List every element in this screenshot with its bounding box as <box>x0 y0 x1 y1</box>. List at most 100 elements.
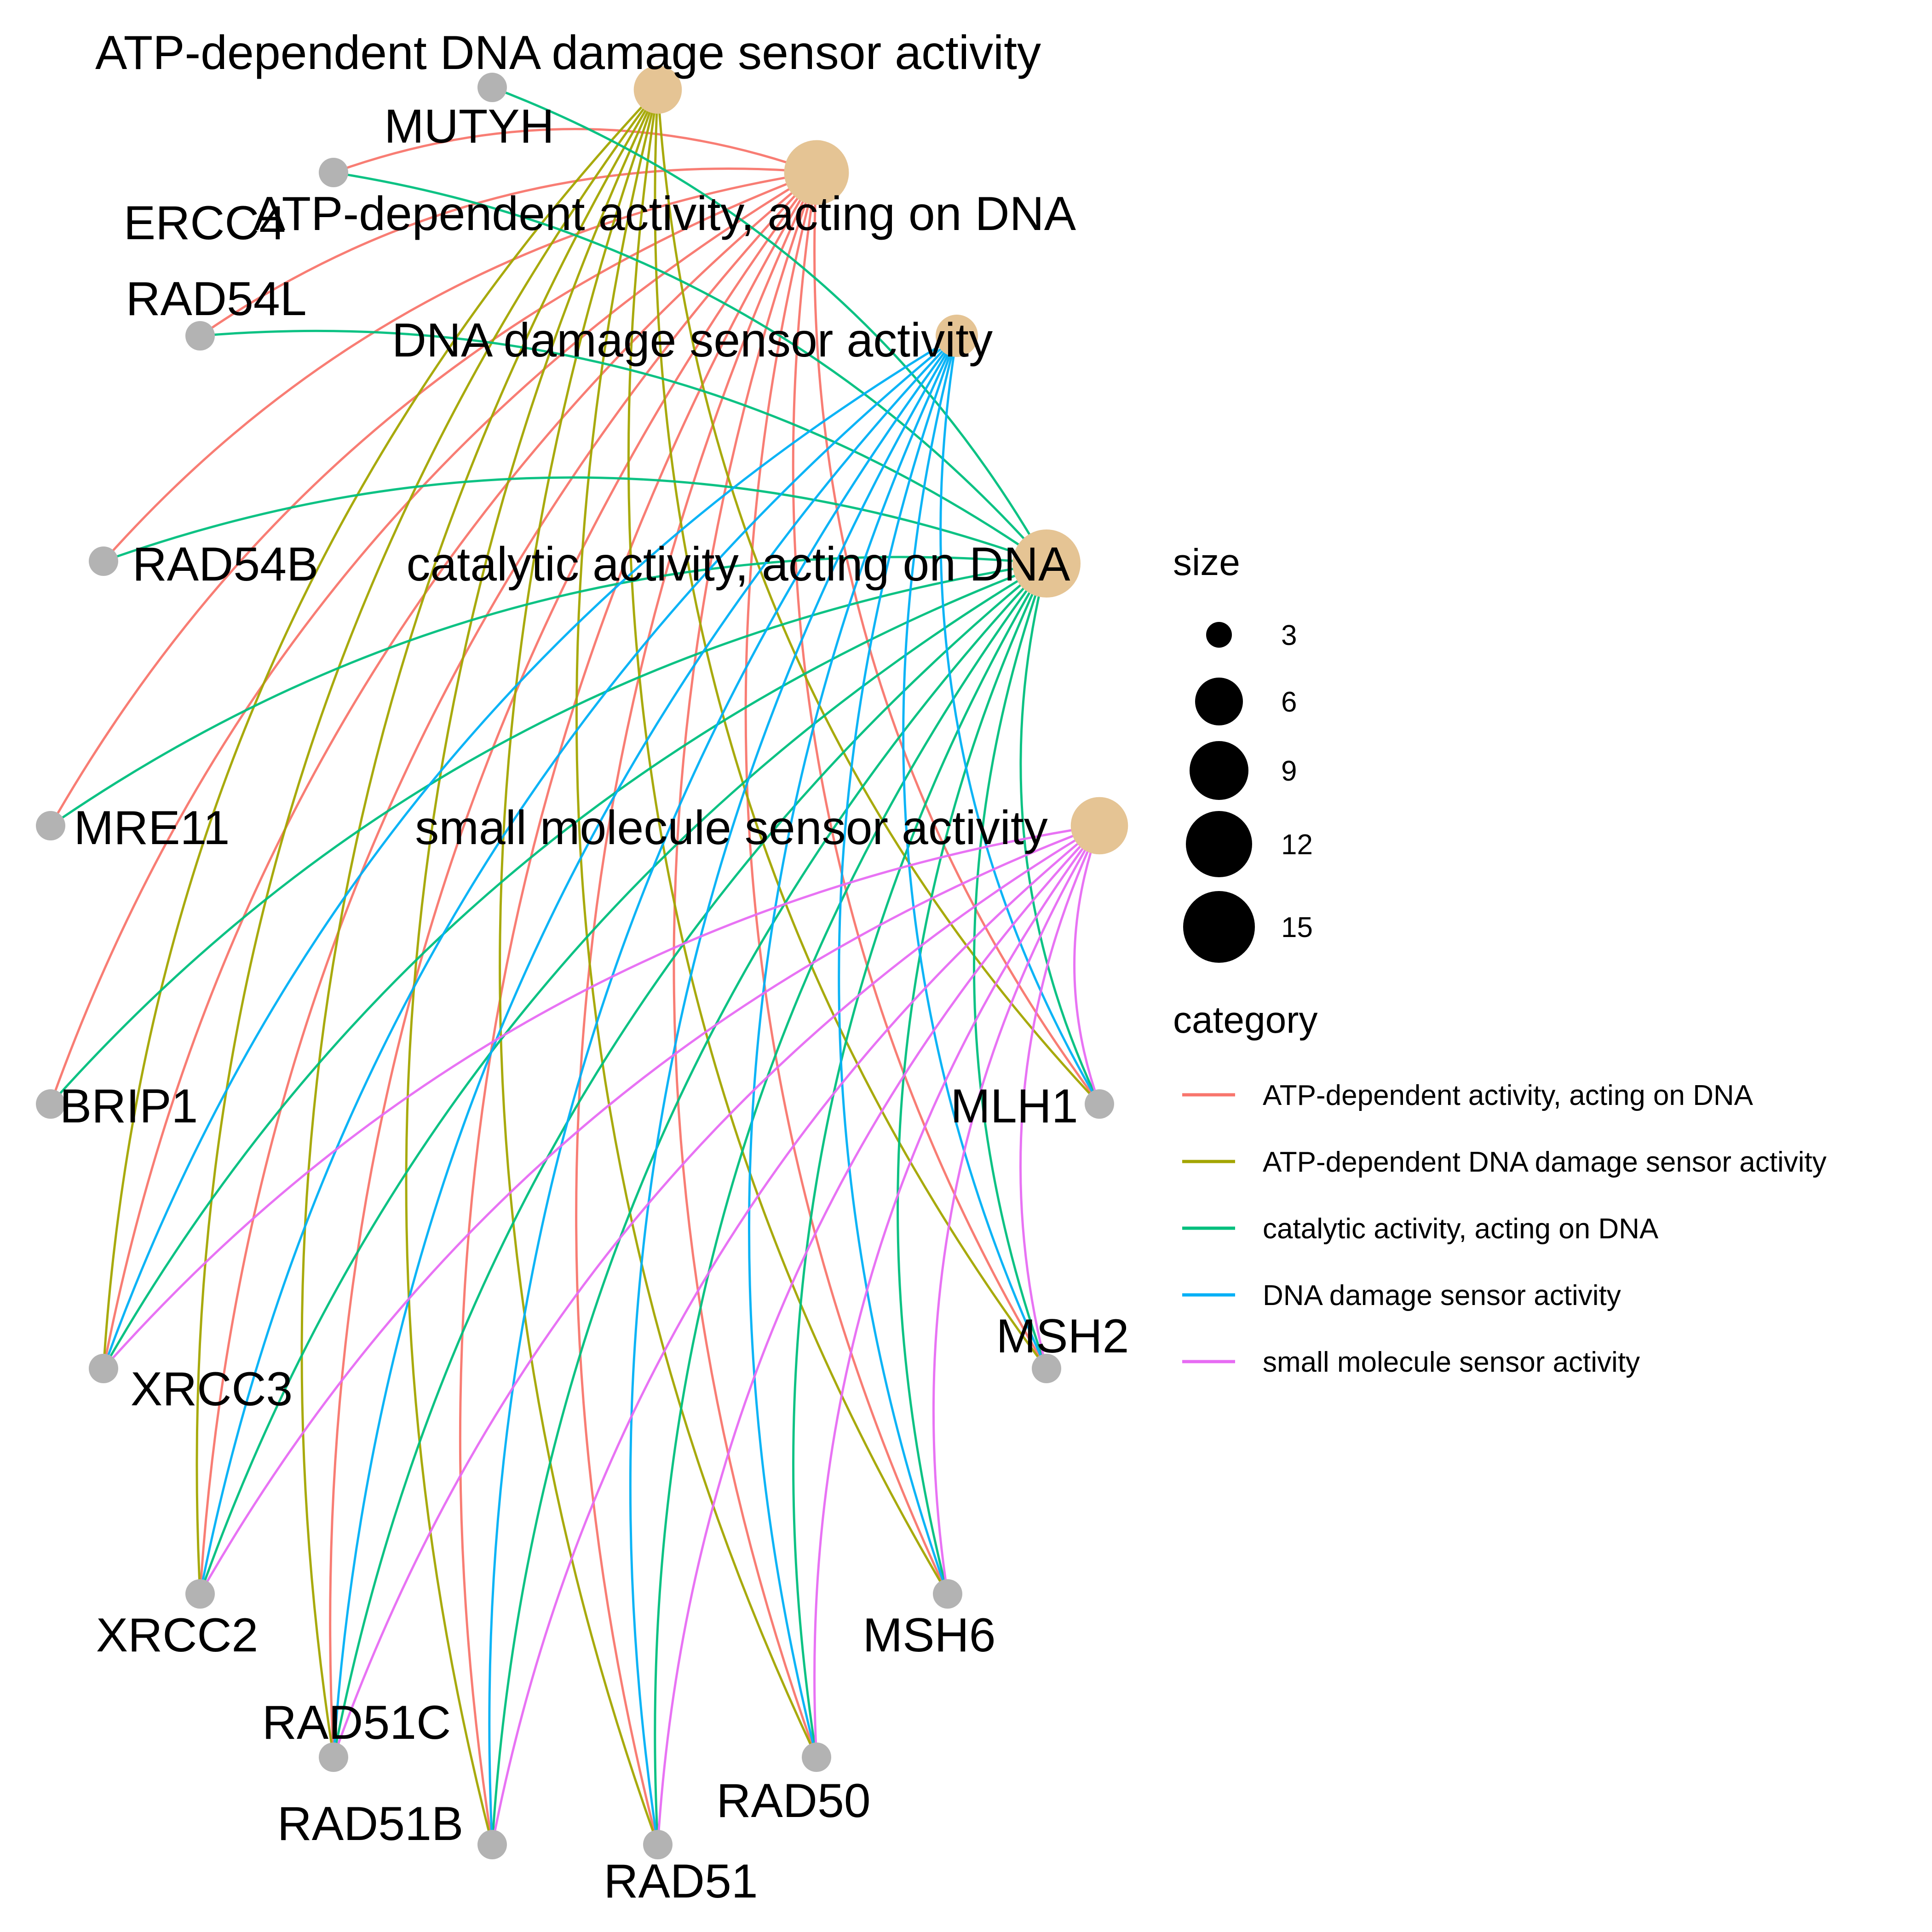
category-legend: ATP-dependent activity, acting on DNA ATP… <box>1182 1080 1827 1378</box>
edge-atp-dependent-activity-acting-on-dna-brip1 <box>49 171 817 1104</box>
gene-node-mre11[interactable] <box>36 811 65 840</box>
gene-node-msh6[interactable] <box>933 1579 962 1609</box>
edge-catalytic-activity-acting-on-dna-rad51b <box>491 563 1047 1845</box>
edge-small-molecule-sensor-activity-rad51c <box>332 824 1100 1758</box>
label-layer: ATP-dependent DNA damage sensor activity… <box>60 26 1129 1908</box>
edge-dna-damage-sensor-activity-xrcc3 <box>102 334 958 1369</box>
edge-atp-dependent-dna-damage-sensor-activity-msh2 <box>654 89 1048 1369</box>
gene-label-xrcc3: XRCC3 <box>131 1363 293 1416</box>
edge-dna-damage-sensor-activity-rad51 <box>629 335 958 1845</box>
gene-node-brip1[interactable] <box>36 1089 65 1119</box>
gene-label-rad51: RAD51 <box>604 1855 758 1908</box>
category-legend-label-atp-dependent-activity-acting-on-dna: ATP-dependent activity, acting on DNA <box>1263 1080 1754 1111</box>
gene-label-rad51b: RAD51B <box>277 1797 464 1851</box>
gene-label-msh6: MSH6 <box>863 1609 996 1662</box>
edge-atp-dependent-activity-acting-on-dna-rad54l <box>199 167 817 337</box>
edge-atp-dependent-activity-acting-on-dna-mre11 <box>49 171 817 827</box>
edge-dna-damage-sensor-activity-mlh1 <box>939 335 1101 1105</box>
size-legend-dot-3 <box>1206 622 1232 648</box>
term-label-small-molecule-sensor-activity: small molecule sensor activity <box>415 801 1048 855</box>
term-label-atp-dependent-activity-acting-on-dna: ATP-dependent activity, acting on DNA <box>253 187 1076 241</box>
gene-label-rad50: RAD50 <box>716 1774 870 1828</box>
size-legend-dot-15 <box>1183 891 1255 963</box>
edge-atp-dependent-activity-acting-on-dna-rad54b <box>103 171 817 562</box>
category-legend-label-dna-damage-sensor-activity: DNA damage sensor activity <box>1263 1280 1621 1311</box>
size-legend-dot-6 <box>1195 678 1243 725</box>
legend: size 3 6 9 12 15 category ATP-dependent acti… <box>1173 541 1827 1378</box>
edge-catalytic-activity-acting-on-dna-rad54l <box>200 329 1047 565</box>
edge-atp-dependent-activity-acting-on-dna-rad51c <box>329 172 818 1758</box>
term-node-catalytic-activity-acting-on-dna[interactable] <box>1012 529 1081 598</box>
edge-catalytic-activity-acting-on-dna-msh2 <box>973 563 1048 1369</box>
edge-small-molecule-sensor-activity-rad51 <box>656 825 1100 1845</box>
gene-label-brip1: BRIP1 <box>60 1080 198 1133</box>
gene-node-xrcc3[interactable] <box>89 1354 118 1383</box>
gene-node-rad51b[interactable] <box>477 1830 507 1859</box>
edge-dna-damage-sensor-activity-rad50 <box>748 335 958 1758</box>
gene-label-rad51c: RAD51C <box>262 1696 451 1749</box>
category-legend-label-small-molecule-sensor-activity: small molecule sensor activity <box>1263 1346 1640 1378</box>
edge-atp-dependent-activity-acting-on-dna-msh6 <box>744 172 949 1595</box>
edge-atp-dependent-dna-damage-sensor-activity-mlh1 <box>656 89 1100 1105</box>
edge-small-molecule-sensor-activity-xrcc2 <box>199 824 1100 1595</box>
term-node-dna-damage-sensor-activity[interactable] <box>936 315 978 357</box>
edge-catalytic-activity-acting-on-dna-mre11 <box>50 556 1047 827</box>
gene-node-mutyh[interactable] <box>477 73 507 102</box>
edge-small-molecule-sensor-activity-mlh1 <box>1073 825 1101 1104</box>
edge-dna-damage-sensor-activity-rad51b <box>488 335 958 1845</box>
edge-atp-dependent-activity-acting-on-dna-mlh1 <box>813 172 1101 1105</box>
edge-atp-dependent-dna-damage-sensor-activity-msh6 <box>627 89 949 1595</box>
edge-small-molecule-sensor-activity-rad51b <box>491 825 1100 1845</box>
gene-node-xrcc2[interactable] <box>185 1579 215 1609</box>
size-legend-title: size <box>1173 541 1240 583</box>
edge-catalytic-activity-acting-on-dna-rad50 <box>792 563 1048 1758</box>
edge-small-molecule-sensor-activity-rad50 <box>813 825 1101 1758</box>
category-legend-label-atp-dependent-dna-damage-sensor-activity: ATP-dependent DNA damage sensor activity <box>1263 1146 1827 1178</box>
size-legend-label-15: 15 <box>1281 912 1313 943</box>
edge-dna-damage-sensor-activity-msh2 <box>902 335 1048 1369</box>
edge-catalytic-activity-acting-on-dna-ercc4 <box>333 171 1047 564</box>
edge-catalytic-activity-acting-on-dna-rad51 <box>654 563 1048 1845</box>
gene-label-mutyh: MUTYH <box>384 100 554 153</box>
gene-node-msh2[interactable] <box>1032 1354 1061 1383</box>
category-legend-label-catalytic-activity-acting-on-dna: catalytic activity, acting on DNA <box>1263 1213 1659 1245</box>
edge-atp-dependent-dna-damage-sensor-activity-rad51b <box>405 89 659 1845</box>
gene-label-rad54b: RAD54B <box>132 538 319 591</box>
gene-node-ercc4[interactable] <box>319 158 348 187</box>
gene-label-xrcc2: XRCC2 <box>96 1609 259 1662</box>
edge-catalytic-activity-acting-on-dna-msh6 <box>897 563 1048 1594</box>
size-legend-dot-9 <box>1190 741 1248 800</box>
gene-node-rad50[interactable] <box>802 1742 831 1772</box>
gene-node-rad51c[interactable] <box>319 1742 348 1772</box>
edge-dna-damage-sensor-activity-rad51c <box>332 335 958 1758</box>
gene-node-rad54b[interactable] <box>89 546 118 576</box>
edge-catalytic-activity-acting-on-dna-mutyh <box>492 86 1048 564</box>
gene-node-mlh1[interactable] <box>1085 1089 1114 1119</box>
edge-small-molecule-sensor-activity-msh2 <box>1019 825 1101 1369</box>
edge-layer <box>49 86 1101 1845</box>
size-legend-label-3: 3 <box>1281 620 1297 651</box>
gene-node-rad51[interactable] <box>643 1830 673 1859</box>
gene-node-rad54l[interactable] <box>185 321 215 351</box>
term-node-atp-dependent-activity-acting-on-dna[interactable] <box>784 140 849 205</box>
edge-atp-dependent-activity-acting-on-dna-xrcc3 <box>102 172 817 1369</box>
size-legend-label-12: 12 <box>1281 829 1313 861</box>
gene-label-mre11: MRE11 <box>74 801 230 855</box>
edge-atp-dependent-activity-acting-on-dna-rad50 <box>673 172 818 1758</box>
edge-catalytic-activity-acting-on-dna-xrcc3 <box>102 562 1047 1369</box>
size-legend-label-9: 9 <box>1281 755 1297 787</box>
term-node-small-molecule-sensor-activity[interactable] <box>1070 797 1128 855</box>
edge-atp-dependent-activity-acting-on-dna-rad51b <box>459 172 818 1845</box>
gene-label-ercc4: ERCC4 <box>124 196 286 250</box>
node-layer <box>36 65 1128 1859</box>
edge-small-molecule-sensor-activity-msh6 <box>932 825 1101 1594</box>
edge-small-molecule-sensor-activity-xrcc3 <box>103 824 1100 1369</box>
gene-label-rad54l: RAD54L <box>126 272 306 326</box>
term-node-atp-dependent-dna-damage-sensor-activity[interactable] <box>633 65 682 114</box>
term-label-dna-damage-sensor-activity: DNA damage sensor activity <box>392 314 993 367</box>
edge-catalytic-activity-acting-on-dna-brip1 <box>50 562 1047 1105</box>
category-legend-title: category <box>1173 999 1318 1041</box>
edge-dna-damage-sensor-activity-xrcc2 <box>199 335 958 1594</box>
edge-dna-damage-sensor-activity-msh6 <box>838 335 958 1594</box>
